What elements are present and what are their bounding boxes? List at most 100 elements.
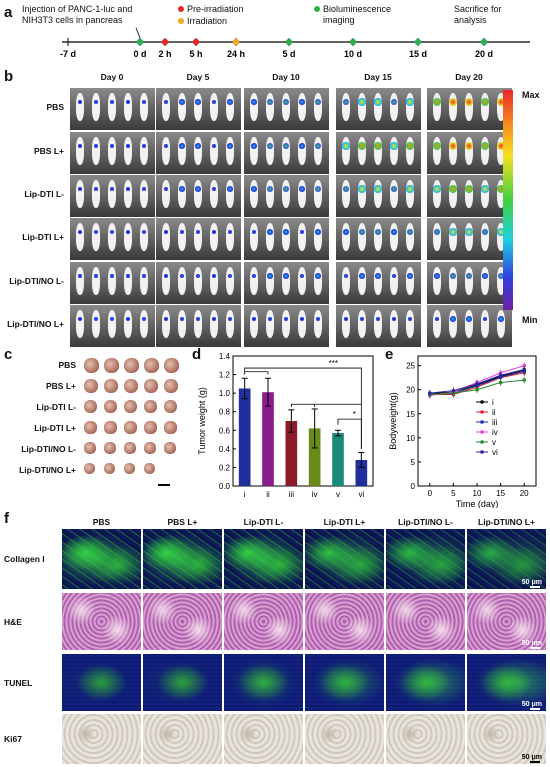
x-tick-label: iii <box>289 490 295 499</box>
data-point <box>522 367 526 372</box>
mouse-silhouette <box>433 310 441 338</box>
signal-spot <box>314 142 322 150</box>
mouse-silhouette <box>178 223 186 251</box>
mouse-silhouette <box>178 267 186 295</box>
timeline-marker <box>136 38 144 46</box>
scale-bar <box>530 647 540 649</box>
histology-image <box>224 654 303 711</box>
y-tick-label: 1.0 <box>219 389 231 398</box>
tumor-photo <box>164 358 179 373</box>
mouse-silhouette <box>465 310 473 338</box>
mouse-silhouette <box>92 93 100 121</box>
mouse-silhouette <box>406 137 414 165</box>
signal-spot <box>449 272 457 280</box>
signal-spot <box>343 229 349 235</box>
signal-spot <box>109 273 115 279</box>
mouse-silhouette <box>76 267 84 295</box>
mouse-silhouette <box>124 267 132 295</box>
signal-spot <box>126 230 130 234</box>
signal-spot <box>299 143 305 149</box>
signal-spot <box>481 142 489 150</box>
panel-f-label: f <box>4 510 9 527</box>
signal-spot <box>300 317 304 321</box>
signal-spot <box>390 98 398 106</box>
legend-marker <box>480 430 484 434</box>
mouse-silhouette <box>108 93 116 121</box>
mouse-silhouette <box>266 180 274 208</box>
x-tick-label: i <box>244 490 246 499</box>
histology-image <box>143 529 222 589</box>
histology-image: 50 μm <box>467 654 546 711</box>
panel-b-label: b <box>4 68 14 85</box>
mouse-silhouette <box>92 310 100 338</box>
signal-spot <box>211 99 217 105</box>
bioluminescence-image <box>156 175 241 217</box>
mouse-silhouette <box>210 267 218 295</box>
mouse-silhouette <box>406 93 414 121</box>
signal-spot <box>195 99 201 105</box>
group-label: PBS L+ <box>34 146 64 156</box>
signal-spot <box>212 230 216 234</box>
signal-spot <box>179 186 185 192</box>
timeline-marker <box>480 38 488 46</box>
bar <box>308 428 321 486</box>
signal-spot <box>179 229 185 235</box>
mouse-silhouette <box>194 223 202 251</box>
mouse-silhouette <box>210 180 218 208</box>
x-tick-label: v <box>336 490 340 499</box>
mouse-silhouette <box>266 267 274 295</box>
bioluminescence-image <box>156 218 241 260</box>
legend-label: iii <box>492 418 498 427</box>
signal-spot <box>464 141 474 151</box>
y-tick-label: 10 <box>406 434 415 443</box>
injection-arrow <box>135 27 141 39</box>
signal-spot <box>227 316 233 322</box>
mouse-silhouette <box>124 223 132 251</box>
mouse-silhouette <box>433 137 441 165</box>
mouse-silhouette <box>390 180 398 208</box>
tumor-photo <box>104 358 119 373</box>
mouse-silhouette <box>465 137 473 165</box>
panel-a-label: a <box>4 4 13 21</box>
mouse-silhouette <box>314 267 322 295</box>
significance-bracket <box>244 367 362 449</box>
mouse-silhouette <box>108 137 116 165</box>
mouse-silhouette <box>298 180 306 208</box>
colorbar <box>503 90 513 310</box>
mouse-silhouette <box>298 310 306 338</box>
tumor-group-label: PBS <box>58 360 76 370</box>
legend-marker <box>480 450 484 454</box>
signal-spot <box>78 274 82 278</box>
signal-spot <box>315 316 321 322</box>
signal-spot <box>179 99 185 105</box>
mouse-silhouette <box>449 137 457 165</box>
scale-bar <box>158 484 170 486</box>
day-header: Day 10 <box>272 72 300 82</box>
signal-spot <box>358 185 366 193</box>
group-label: Lip-DTI L- <box>24 189 64 199</box>
mouse-silhouette <box>178 93 186 121</box>
signal-spot <box>78 230 82 234</box>
signal-spot <box>449 228 457 236</box>
histology-column-header: Lip-DTI L- <box>243 517 284 527</box>
mouse-silhouette <box>194 137 202 165</box>
panel-c-label: c <box>4 346 13 363</box>
tumor-weight-chart: 0.0 0.2 0.4 0.6 0.8 1.0 1.2 1.4 Tumor weight (g)… <box>197 352 374 499</box>
histology-image <box>305 593 384 650</box>
mouse-silhouette <box>282 310 290 338</box>
mouse-silhouette <box>465 267 473 295</box>
bar <box>262 392 274 486</box>
bioluminescence-image <box>244 88 329 130</box>
mouse-silhouette <box>92 223 100 251</box>
signal-spot <box>433 185 441 193</box>
plot-frame <box>232 355 374 487</box>
fluorescence-overlay <box>467 529 546 589</box>
signal-spot <box>109 99 115 105</box>
signal-spot <box>163 186 169 192</box>
x-tick-label: 5 <box>451 489 456 498</box>
mouse-silhouette <box>358 267 366 295</box>
background-overlay <box>224 529 303 589</box>
tumor-photo <box>104 442 116 454</box>
tumor-photo <box>164 400 178 414</box>
mouse-silhouette <box>210 223 218 251</box>
